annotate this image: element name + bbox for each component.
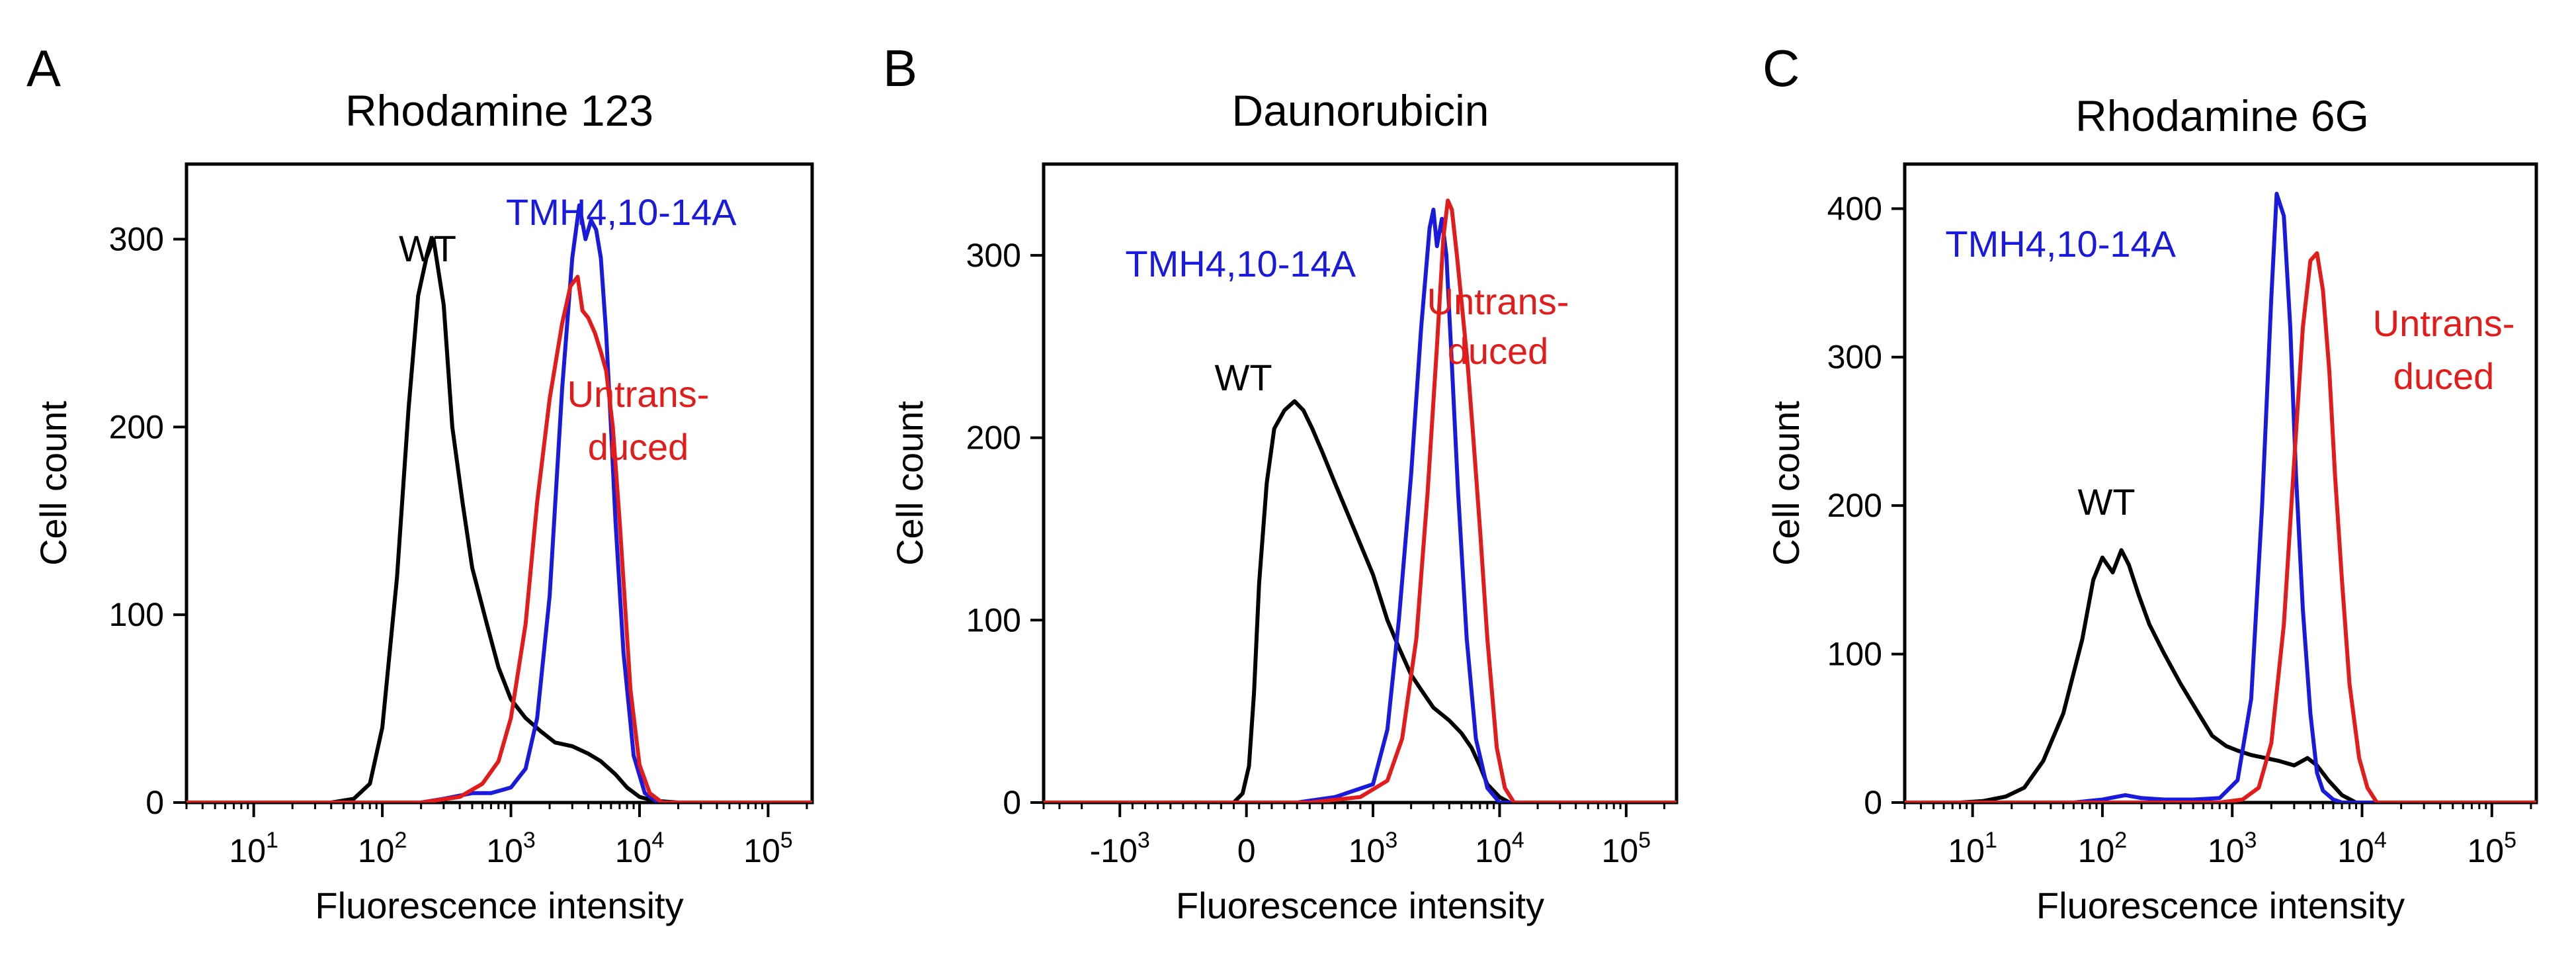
y-tick-label: 300	[1827, 339, 1882, 376]
series-label-tmh4-10-14a: TMH4,10-14A	[1125, 243, 1356, 284]
y-tick-label: 100	[1827, 636, 1882, 673]
series-label-untransduced-line1: Untrans-	[1427, 281, 1569, 322]
x-tick-exponent: 1	[1985, 828, 1997, 853]
y-tick-label: 0	[1003, 784, 1021, 821]
x-tick-label: 104	[1475, 828, 1524, 869]
x-tick-exponent: 5	[1638, 828, 1651, 853]
y-tick-label: 400	[1827, 190, 1882, 227]
x-minor-ticks	[1903, 803, 2532, 809]
series-label-wt: WT	[2077, 481, 2135, 523]
y-tick-label: 200	[109, 408, 164, 445]
x-tick-label: 105	[743, 828, 793, 869]
y-tick-label: 300	[109, 221, 164, 258]
y-tick-label: 0	[145, 784, 164, 821]
series-line-untransduced	[187, 275, 812, 803]
chart-title: Rhodamine 123	[345, 86, 653, 135]
x-tick-base: 10	[2078, 832, 2115, 869]
y-axis-label: Cell count	[1765, 401, 1807, 566]
series-label-tmh4-10-14a: TMH4,10-14A	[506, 191, 737, 233]
series-label-untransduced-line1: Untrans-	[567, 373, 710, 415]
x-tick-label: 103	[1349, 828, 1398, 869]
plot-frame	[185, 162, 814, 805]
y-tick-label: 0	[1864, 784, 1882, 821]
series-line-untransduced	[1044, 198, 1677, 803]
x-tick-base: 10	[1602, 832, 1639, 869]
x-tick-exponent: 5	[2504, 828, 2516, 853]
series-line-tmh4-10-14a	[1905, 191, 2536, 803]
x-tick-label: -103	[1090, 828, 1150, 869]
y-tick-label: 100	[109, 596, 164, 633]
series-line-wt	[1905, 548, 2536, 803]
x-tick-label: 0	[1237, 832, 1256, 869]
x-tick-base: -10	[1090, 832, 1138, 869]
x-tick-exponent: 2	[394, 828, 407, 853]
x-tick-exponent: 2	[2114, 828, 2127, 853]
x-tick-label: 101	[229, 828, 278, 869]
x-tick-base: 10	[2337, 832, 2374, 869]
x-tick-base: 10	[615, 832, 652, 869]
x-tick-base: 10	[1475, 832, 1512, 869]
x-tick-exponent: 4	[1512, 828, 1524, 853]
x-tick-base: 10	[358, 832, 395, 869]
x-tick-label: 104	[615, 828, 665, 869]
x-tick-label: 104	[2337, 828, 2387, 869]
series-label-untransduced-line2: duced	[2393, 355, 2495, 397]
series-line-tmh4-10-14a	[187, 203, 812, 803]
x-axis-label: Fluorescence intensity	[2036, 885, 2405, 926]
x-tick-base: 0	[1237, 832, 1256, 869]
x-tick-exponent: 1	[266, 828, 278, 853]
panel-label: C	[1763, 39, 1800, 97]
x-tick-exponent: 3	[1385, 828, 1397, 853]
series-label-wt: WT	[399, 228, 456, 269]
series-line-wt	[187, 237, 812, 803]
series-label-untransduced-line2: duced	[1448, 330, 1549, 372]
series-label-wt: WT	[1214, 357, 1272, 398]
x-tick-base: 10	[2468, 832, 2505, 869]
series-label-untransduced-line2: duced	[588, 426, 689, 468]
series-line-tmh4-10-14a	[1044, 207, 1677, 803]
x-tick-label: 102	[2078, 828, 2128, 869]
x-tick-label: 103	[2208, 828, 2257, 869]
y-tick-label: 200	[1827, 487, 1882, 524]
x-tick-base: 10	[1349, 832, 1386, 869]
x-axis-label: Fluorescence intensity	[1176, 885, 1544, 926]
x-minor-ticks	[185, 803, 808, 809]
series-label-untransduced-line1: Untrans-	[2373, 302, 2515, 344]
y-tick-label: 200	[966, 419, 1021, 457]
y-axis-label: Cell count	[32, 401, 74, 566]
panel-label: B	[883, 39, 917, 97]
x-tick-exponent: 4	[651, 828, 664, 853]
chart-title: Rhodamine 6G	[2075, 91, 2369, 140]
panel-label: A	[26, 39, 61, 97]
x-tick-base: 10	[486, 832, 523, 869]
x-axis-label: Fluorescence intensity	[315, 885, 683, 926]
x-tick-base: 10	[229, 832, 266, 869]
x-tick-base: 10	[743, 832, 780, 869]
x-tick-label: 101	[1948, 828, 1997, 869]
x-tick-label: 103	[486, 828, 536, 869]
x-tick-base: 10	[1948, 832, 1985, 869]
x-tick-label: 105	[2468, 828, 2517, 869]
series-line-wt	[1044, 399, 1677, 803]
y-axis-label: Cell count	[889, 401, 931, 566]
x-tick-label: 105	[1602, 828, 1651, 869]
y-tick-label: 300	[966, 237, 1021, 274]
x-tick-exponent: 5	[780, 828, 793, 853]
series-label-tmh4-10-14a: TMH4,10-14A	[1945, 223, 2176, 265]
x-tick-exponent: 3	[2245, 828, 2257, 853]
x-tick-exponent: 4	[2374, 828, 2387, 853]
y-tick-label: 100	[966, 601, 1021, 638]
x-tick-base: 10	[2208, 832, 2245, 869]
series-line-untransduced	[1905, 251, 2536, 803]
chart-title: Daunorubicin	[1232, 86, 1489, 135]
x-tick-exponent: 3	[523, 828, 536, 853]
x-tick-exponent: 3	[1138, 828, 1150, 853]
x-tick-label: 102	[358, 828, 407, 869]
